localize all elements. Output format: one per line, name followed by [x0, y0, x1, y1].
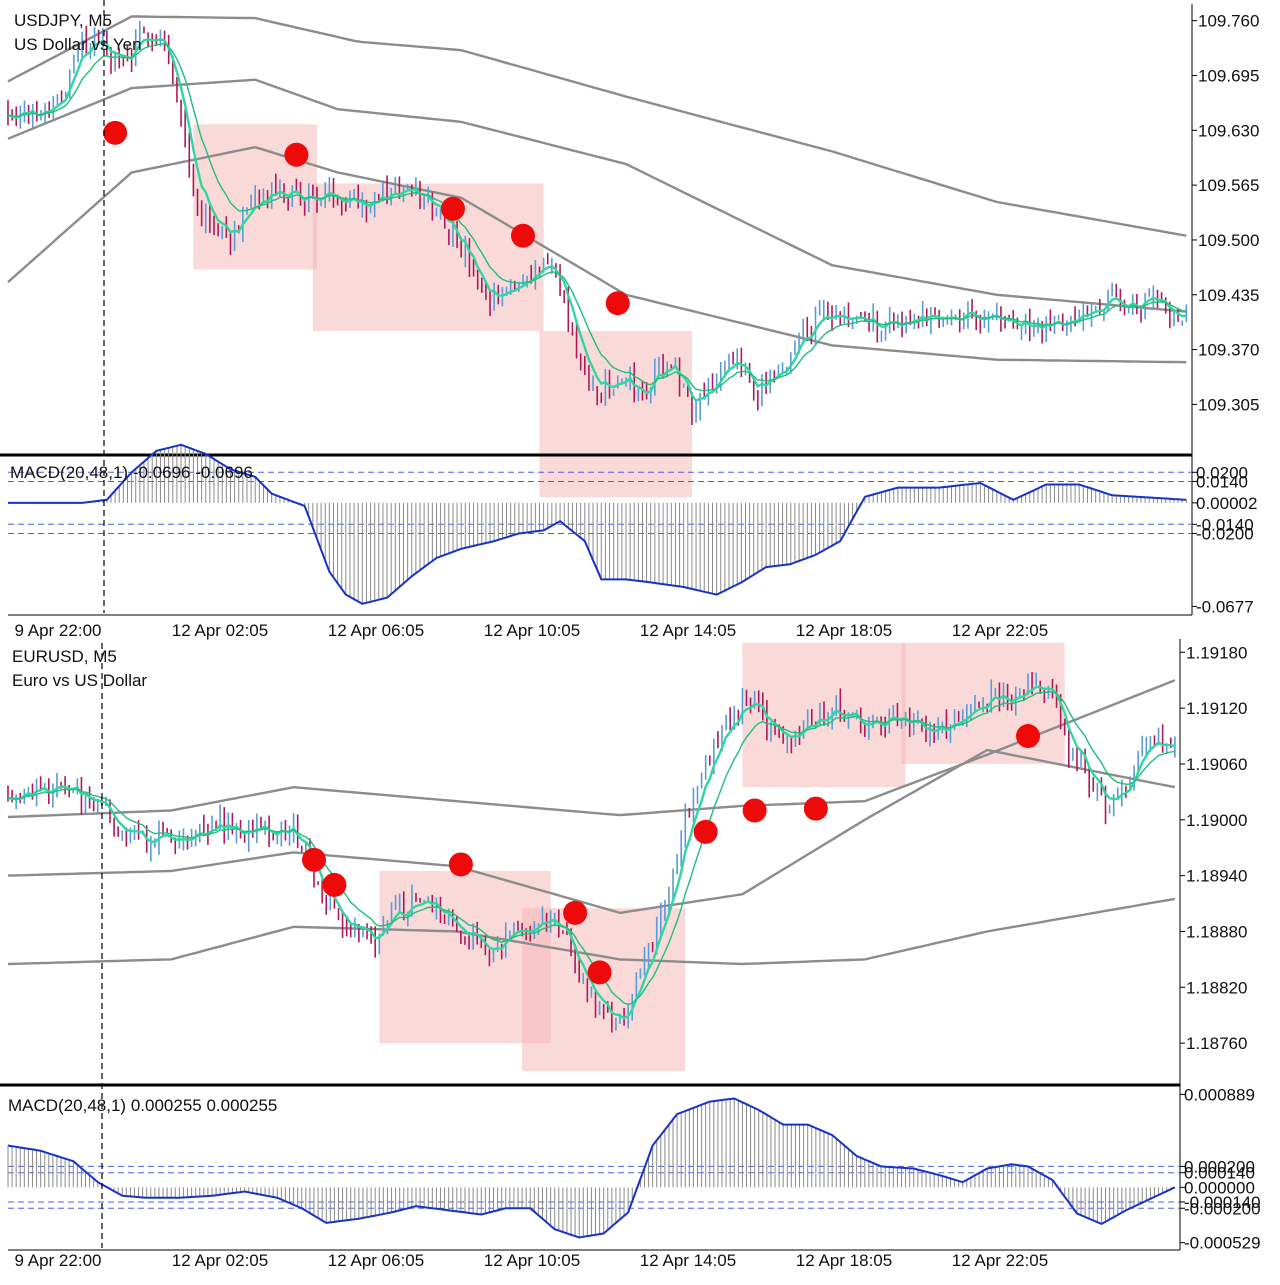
eurusd-description: Euro vs US Dollar	[12, 671, 147, 690]
usdjpy-time-tick-label: 12 Apr 06:05	[328, 621, 424, 640]
eurusd-envelope-line	[7, 748, 1176, 915]
eurusd-time-tick-label: 12 Apr 06:05	[328, 1251, 424, 1270]
usdjpy-price-tick-label: 109.435	[1198, 286, 1259, 305]
eurusd-time-tick-label: 12 Apr 14:05	[640, 1251, 736, 1270]
usdjpy-macd-label: MACD(20,48,1) -0.0696 -0.0696	[10, 463, 253, 482]
usdjpy-symbol-title: USDJPY, M5	[14, 11, 112, 30]
eurusd-price-tick-label: 1.19000	[1186, 811, 1247, 830]
eurusd-price-tick-label: 1.18940	[1186, 867, 1247, 886]
usdjpy-price-tick-label: 109.760	[1198, 12, 1259, 31]
eurusd-time-tick-label: 12 Apr 22:05	[952, 1251, 1048, 1270]
usdjpy-signal-marker	[605, 291, 630, 316]
usdjpy-price-tick-label: 109.500	[1198, 231, 1259, 250]
eurusd-signal-marker	[302, 847, 326, 872]
usdjpy-time-tick-label: 12 Apr 22:05	[952, 621, 1048, 640]
usdjpy-panel: 109.760 109.695 109.630 109.565 109.500 109.4…	[0, 0, 1259, 640]
usdjpy-macd-tick-label: -0.0140	[1196, 515, 1254, 534]
eurusd-signal-marker	[448, 852, 473, 877]
eurusd-time-tick-label: 12 Apr 02:05	[172, 1251, 268, 1270]
eurusd-price-tick-label: 1.19120	[1186, 699, 1247, 718]
usdjpy-time-tick-label: 12 Apr 02:05	[172, 621, 268, 640]
eurusd-signal-marker	[693, 819, 718, 844]
usdjpy-signal-marker	[511, 223, 535, 248]
usdjpy-time-tick-label: 12 Apr 10:05	[484, 621, 580, 640]
eurusd-time-tick-label: 12 Apr 18:05	[796, 1251, 892, 1270]
eurusd-macd-signal-line	[7, 1097, 1176, 1239]
usdjpy-description: US Dollar vs Yen	[14, 35, 142, 54]
eurusd-signal-marker	[1016, 724, 1040, 749]
usdjpy-price-tick-label: 109.370	[1198, 341, 1259, 360]
eurusd-macd-tick-label: 0.000889	[1184, 1085, 1255, 1104]
usdjpy-macd-tick-label: -0.0677	[1196, 597, 1254, 616]
usdjpy-price-tick-label: 109.630	[1198, 121, 1259, 140]
eurusd-signal-marker	[563, 900, 588, 925]
eurusd-signal-marker	[803, 796, 828, 821]
usdjpy-signal-marker	[440, 196, 465, 221]
usdjpy-macd-tick-label: 0.0140	[1196, 472, 1248, 491]
eurusd-signal-marker	[587, 960, 612, 985]
eurusd-macd-tick-label: 0.000200	[1184, 1157, 1255, 1176]
usdjpy-signal-marker	[103, 120, 128, 145]
usdjpy-envelope-line	[7, 78, 1187, 313]
eurusd-time-tick-label: 9 Apr 22:00	[15, 1251, 102, 1270]
usdjpy-signal-marker	[284, 142, 309, 167]
eurusd-signal-marker	[742, 798, 767, 823]
eurusd-macd-tick-label: 0.000000	[1184, 1178, 1255, 1197]
eurusd-macd-tick-label: -0.000529	[1184, 1234, 1261, 1253]
usdjpy-macd-tick-label: 0.00002	[1196, 494, 1257, 513]
eurusd-highlight-box	[522, 908, 686, 1072]
usdjpy-highlight-box	[539, 331, 692, 498]
usdjpy-highlight-box	[312, 183, 400, 332]
eurusd-macd-tick-label: 0.000140	[1184, 1164, 1255, 1183]
eurusd-price-tick-label: 1.18760	[1186, 1034, 1247, 1053]
usdjpy-price-tick-label: 109.305	[1198, 395, 1259, 414]
eurusd-envelope-line	[7, 679, 1176, 819]
usdjpy-macd-tick-label: -0.0200	[1196, 524, 1254, 543]
eurusd-macd-label: MACD(20,48,1) 0.000255 0.000255	[8, 1096, 277, 1115]
usdjpy-macd-signal-line	[8, 443, 1187, 605]
eurusd-moving-average-line	[7, 691, 1176, 1006]
usdjpy-envelope-line	[7, 15, 1187, 237]
usdjpy-price-tick-label: 109.565	[1198, 176, 1259, 195]
eurusd-envelope-line	[7, 897, 1176, 966]
usdjpy-time-tick-label: 12 Apr 18:05	[796, 621, 892, 640]
eurusd-symbol-title: EURUSD, M5	[12, 647, 117, 666]
eurusd-price-tick-label: 1.18880	[1186, 922, 1247, 941]
eurusd-time-tick-label: 12 Apr 10:05	[484, 1251, 580, 1270]
usdjpy-price-tick-label: 109.695	[1198, 66, 1259, 85]
usdjpy-macd-tick-label: 0.0200	[1196, 463, 1248, 482]
usdjpy-moving-average-line	[7, 43, 1187, 392]
eurusd-macd-tick-label: -0.000140	[1184, 1193, 1261, 1212]
eurusd-price-tick-label: 1.18820	[1186, 978, 1247, 997]
eurusd-price-tick-label: 1.19060	[1186, 755, 1247, 774]
usdjpy-envelope-line	[7, 145, 1187, 364]
eurusd-signal-marker	[322, 872, 347, 897]
usdjpy-time-tick-label: 12 Apr 14:05	[640, 621, 736, 640]
eurusd-panel: 1.19180 1.19120 1.19060 1.19000 1.18940 1.188…	[0, 639, 1261, 1270]
eurusd-macd-tick-label: -0.000200	[1184, 1199, 1261, 1218]
usdjpy-time-tick-label: 9 Apr 22:00	[15, 621, 102, 640]
eurusd-price-tick-label: 1.19180	[1186, 643, 1247, 662]
usdjpy-highlight-box	[399, 183, 544, 332]
